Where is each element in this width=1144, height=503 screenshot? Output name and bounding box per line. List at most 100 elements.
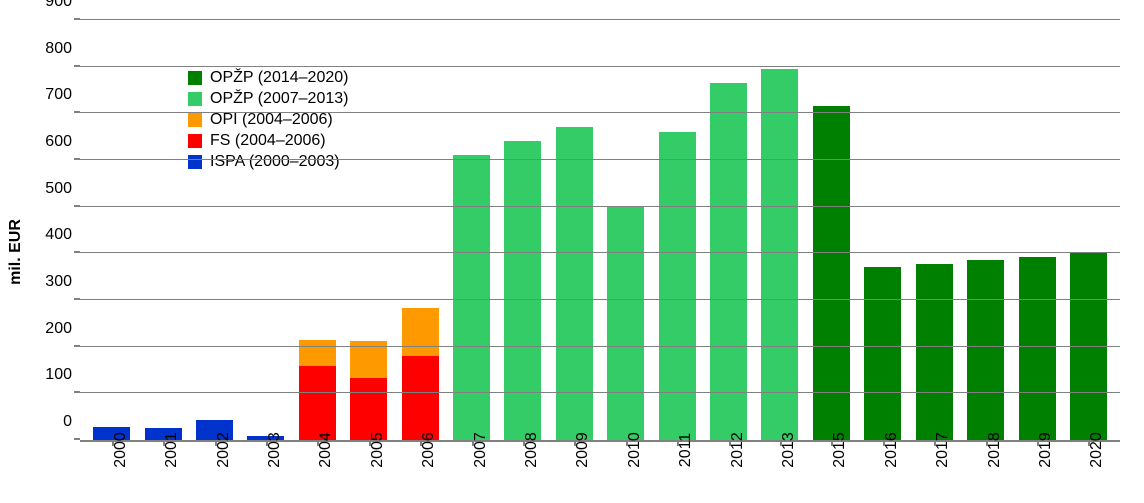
ytick-mark xyxy=(74,158,80,160)
legend-item: OPŽP (2014–2020) xyxy=(188,69,348,87)
ytick-label: 700 xyxy=(45,86,72,104)
bar-segment xyxy=(864,267,901,440)
bar-slot: 2017 xyxy=(909,20,960,440)
bar-stack xyxy=(916,264,953,440)
bar-segment xyxy=(1070,253,1107,440)
bar-slot: 2020 xyxy=(1063,20,1114,440)
bar-segment xyxy=(504,141,541,440)
xtick-label: 2012 xyxy=(729,432,747,468)
ytick-label: 600 xyxy=(45,133,72,151)
ytick-label: 800 xyxy=(45,40,72,58)
bar-slot: 2011 xyxy=(651,20,702,440)
grid-line xyxy=(80,206,1120,207)
xtick-label: 2000 xyxy=(112,432,130,468)
bar-segment xyxy=(299,340,336,367)
grid-line xyxy=(80,159,1120,160)
bar-stack xyxy=(813,106,850,440)
bar-stack xyxy=(761,69,798,440)
bar-segment xyxy=(402,308,439,356)
xtick-label: 2015 xyxy=(831,432,849,468)
bar-slot: 2016 xyxy=(857,20,908,440)
ytick-label: 400 xyxy=(45,226,72,244)
legend-label: ISPA (2000–2003) xyxy=(210,153,340,171)
bar-stack xyxy=(453,155,490,440)
ytick-mark xyxy=(74,18,80,20)
ytick-mark xyxy=(74,111,80,113)
ytick-mark xyxy=(74,298,80,300)
legend: OPŽP (2014–2020) OPŽP (2007–2013) OPI (200… xyxy=(180,62,356,178)
bar-stack xyxy=(299,340,336,440)
bar-segment xyxy=(761,69,798,440)
bar-slot: 2019 xyxy=(1011,20,1062,440)
xtick-label: 2011 xyxy=(677,433,695,467)
bar-slot: 2018 xyxy=(960,20,1011,440)
ytick-mark xyxy=(74,205,80,207)
bar-segment xyxy=(350,378,387,440)
ytick-label: 100 xyxy=(45,366,72,384)
xtick-label: 2008 xyxy=(523,432,541,468)
xtick-label: 2019 xyxy=(1037,432,1055,468)
bar-segment xyxy=(402,356,439,440)
legend-label: OPŽP (2014–2020) xyxy=(210,69,348,87)
legend-label: FS (2004–2006) xyxy=(210,132,326,150)
bar-slot: 2007 xyxy=(446,20,497,440)
bar-slot: 2012 xyxy=(703,20,754,440)
xtick-label: 2013 xyxy=(780,432,798,468)
y-axis-label: mil. EUR xyxy=(7,219,25,285)
ytick-mark xyxy=(74,65,80,67)
bar-stack xyxy=(504,141,541,440)
legend-swatch xyxy=(188,71,202,85)
bar-segment xyxy=(299,366,336,440)
ytick-mark xyxy=(74,251,80,253)
bar-segment xyxy=(710,83,747,440)
bar-stack xyxy=(710,83,747,440)
grid-line xyxy=(80,346,1120,347)
bar-segment xyxy=(350,341,387,378)
bar-slot: 2009 xyxy=(549,20,600,440)
legend-label: OPI (2004–2006) xyxy=(210,111,333,129)
legend-item: FS (2004–2006) xyxy=(188,132,348,150)
xtick-label: 2004 xyxy=(317,432,335,468)
bar-slot: 2006 xyxy=(394,20,445,440)
legend-swatch xyxy=(188,134,202,148)
legend-swatch xyxy=(188,113,202,127)
xtick-label: 2009 xyxy=(574,432,592,468)
ytick-label: 200 xyxy=(45,320,72,338)
xtick-label: 2020 xyxy=(1088,432,1106,468)
bar-slot: 2000 xyxy=(86,20,137,440)
grid-line xyxy=(80,299,1120,300)
xtick-label: 2010 xyxy=(626,432,644,468)
bar-segment xyxy=(1019,257,1056,440)
xtick-label: 2016 xyxy=(883,432,901,468)
xtick-label: 2001 xyxy=(163,432,181,468)
bar-stack xyxy=(967,260,1004,440)
bar-stack xyxy=(1019,257,1056,440)
bar-stack xyxy=(607,207,644,440)
grid-line xyxy=(80,19,1120,20)
xtick-label: 2002 xyxy=(215,432,233,468)
bar-stack xyxy=(864,267,901,440)
ytick-label: 900 xyxy=(45,0,72,11)
ytick-mark xyxy=(74,438,80,440)
bar-slot: 2008 xyxy=(497,20,548,440)
ytick-mark xyxy=(74,391,80,393)
chart-container: mil. EUR 2000200120022003200420052006200… xyxy=(0,0,1144,503)
xtick-label: 2003 xyxy=(266,432,284,468)
legend-swatch xyxy=(188,155,202,169)
legend-item: OPI (2004–2006) xyxy=(188,111,348,129)
ytick-label: 300 xyxy=(45,273,72,291)
legend-item: OPŽP (2007–2013) xyxy=(188,90,348,108)
grid-line xyxy=(80,392,1120,393)
bar-segment xyxy=(453,155,490,440)
grid-line xyxy=(80,252,1120,253)
legend-swatch xyxy=(188,92,202,106)
grid-line xyxy=(80,112,1120,113)
bar-stack xyxy=(659,132,696,440)
xtick-label: 2017 xyxy=(934,432,952,468)
ytick-label: 500 xyxy=(45,180,72,198)
bar-stack xyxy=(350,341,387,440)
bar-segment xyxy=(967,260,1004,440)
bar-segment xyxy=(607,207,644,440)
bar-segment xyxy=(813,106,850,440)
ytick-label: 0 xyxy=(63,413,72,431)
